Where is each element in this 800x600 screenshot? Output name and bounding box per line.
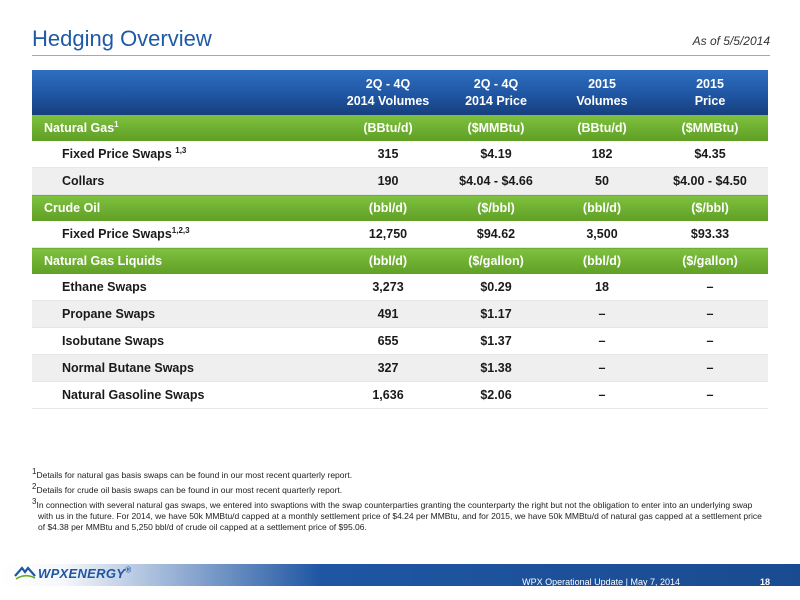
table-row: Normal Butane Swaps 327 $1.38 – – xyxy=(32,354,768,382)
section-unit: ($/gallon) xyxy=(652,247,768,274)
row-label: Isobutane Swaps xyxy=(32,327,336,355)
section-label: Crude Oil xyxy=(32,194,336,221)
cell: 182 xyxy=(552,141,652,168)
section-unit: ($/gallon) xyxy=(440,247,552,274)
section-unit: ($/bbl) xyxy=(652,194,768,221)
header-blank xyxy=(32,70,336,115)
footnotes: 1Details for natural gas basis swaps can… xyxy=(32,467,762,537)
section-row-ngl: Natural Gas Liquids (bbl/d) ($/gallon) (… xyxy=(32,247,768,274)
row-label: Fixed Price Swaps 1,3 xyxy=(32,141,336,168)
cell: – xyxy=(552,300,652,328)
section-unit: (BBtu/d) xyxy=(336,115,440,141)
title-divider xyxy=(32,55,770,56)
footer-bar xyxy=(0,564,800,586)
footnote: 2Details for crude oil basis swaps can b… xyxy=(32,482,343,495)
cell: – xyxy=(652,381,768,409)
cell: – xyxy=(552,381,652,409)
cell: 190 xyxy=(336,167,440,195)
section-unit: (BBtu/d) xyxy=(552,115,652,141)
cell: 50 xyxy=(552,167,652,195)
footnote: 3In connection with several natural gas … xyxy=(32,497,762,532)
hedging-table: 2Q - 4Q 2014 Volumes 2Q - 4Q 2014 Price 20… xyxy=(32,70,768,409)
section-row-natural-gas: Natural Gas1 (BBtu/d) ($MMBtu) (BBtu/d) … xyxy=(32,115,768,141)
cell: 491 xyxy=(336,300,440,328)
cell: 3,500 xyxy=(552,221,652,248)
row-label: Natural Gasoline Swaps xyxy=(32,381,336,409)
section-unit: (bbl/d) xyxy=(552,194,652,221)
cell: – xyxy=(652,354,768,382)
section-unit: (bbl/d) xyxy=(552,247,652,274)
row-label: Propane Swaps xyxy=(32,300,336,328)
cell: 3,273 xyxy=(336,274,440,301)
cell: $93.33 xyxy=(652,221,768,248)
footer-text: WPX Operational Update | May 7, 2014 xyxy=(522,577,680,587)
section-unit: (bbl/d) xyxy=(336,194,440,221)
row-label: Normal Butane Swaps xyxy=(32,354,336,382)
column-header: 2Q - 4Q 2014 Volumes xyxy=(336,70,440,115)
cell: $94.62 xyxy=(440,221,552,248)
cell: $1.38 xyxy=(440,354,552,382)
section-unit: ($MMBtu) xyxy=(652,115,768,141)
footnote: 1Details for natural gas basis swaps can… xyxy=(32,467,353,480)
table-row: Propane Swaps 491 $1.17 – – xyxy=(32,300,768,328)
cell: $4.35 xyxy=(652,141,768,168)
section-label: Natural Gas1 xyxy=(32,115,336,141)
cell: 655 xyxy=(336,327,440,355)
section-row-crude-oil: Crude Oil (bbl/d) ($/bbl) (bbl/d) ($/bbl… xyxy=(32,194,768,221)
cell: – xyxy=(552,354,652,382)
table-row: Collars 190 $4.04 - $4.66 50 $4.00 - $4.… xyxy=(32,167,768,195)
cell: $1.17 xyxy=(440,300,552,328)
cell: 327 xyxy=(336,354,440,382)
cell: – xyxy=(652,274,768,301)
logo-swoosh-icon xyxy=(14,566,36,580)
section-label: Natural Gas Liquids xyxy=(32,247,336,274)
row-label: Fixed Price Swaps1,2,3 xyxy=(32,221,336,248)
company-logo: WPXENERGY® xyxy=(14,563,131,583)
page-title: Hedging Overview xyxy=(32,26,212,51)
cell: $4.00 - $4.50 xyxy=(652,167,768,195)
cell: – xyxy=(552,327,652,355)
as-of-date: As of 5/5/2014 xyxy=(692,34,770,48)
cell: – xyxy=(652,327,768,355)
cell: $4.19 xyxy=(440,141,552,168)
table-header-row: 2Q - 4Q 2014 Volumes 2Q - 4Q 2014 Price 20… xyxy=(32,70,768,115)
column-header: 2Q - 4Q 2014 Price xyxy=(440,70,552,115)
registered-mark: ® xyxy=(125,565,132,575)
cell: $1.37 xyxy=(440,327,552,355)
cell: $2.06 xyxy=(440,381,552,409)
page-number: 18 xyxy=(759,577,770,587)
cell: $0.29 xyxy=(440,274,552,301)
section-unit: (bbl/d) xyxy=(336,247,440,274)
row-label: Ethane Swaps xyxy=(32,274,336,301)
section-unit: ($/bbl) xyxy=(440,194,552,221)
cell: 315 xyxy=(336,141,440,168)
cell: 12,750 xyxy=(336,221,440,248)
table-row: Fixed Price Swaps1,2,3 12,750 $94.62 3,5… xyxy=(32,221,768,248)
cell: 1,636 xyxy=(336,381,440,409)
column-header: 2015 Price xyxy=(652,70,768,115)
table-row: Natural Gasoline Swaps 1,636 $2.06 – – xyxy=(32,381,768,409)
section-unit: ($MMBtu) xyxy=(440,115,552,141)
cell: – xyxy=(652,300,768,328)
row-label: Collars xyxy=(32,167,336,195)
cell: $4.04 - $4.66 xyxy=(440,167,552,195)
cell: 18 xyxy=(552,274,652,301)
column-header: 2015 Volumes xyxy=(552,70,652,115)
table-row: Ethane Swaps 3,273 $0.29 18 – xyxy=(32,274,768,301)
table-row: Fixed Price Swaps 1,3 315 $4.19 182 $4.3… xyxy=(32,141,768,168)
table-row: Isobutane Swaps 655 $1.37 – – xyxy=(32,327,768,355)
logo-wordmark: WPXENERGY xyxy=(38,565,126,581)
